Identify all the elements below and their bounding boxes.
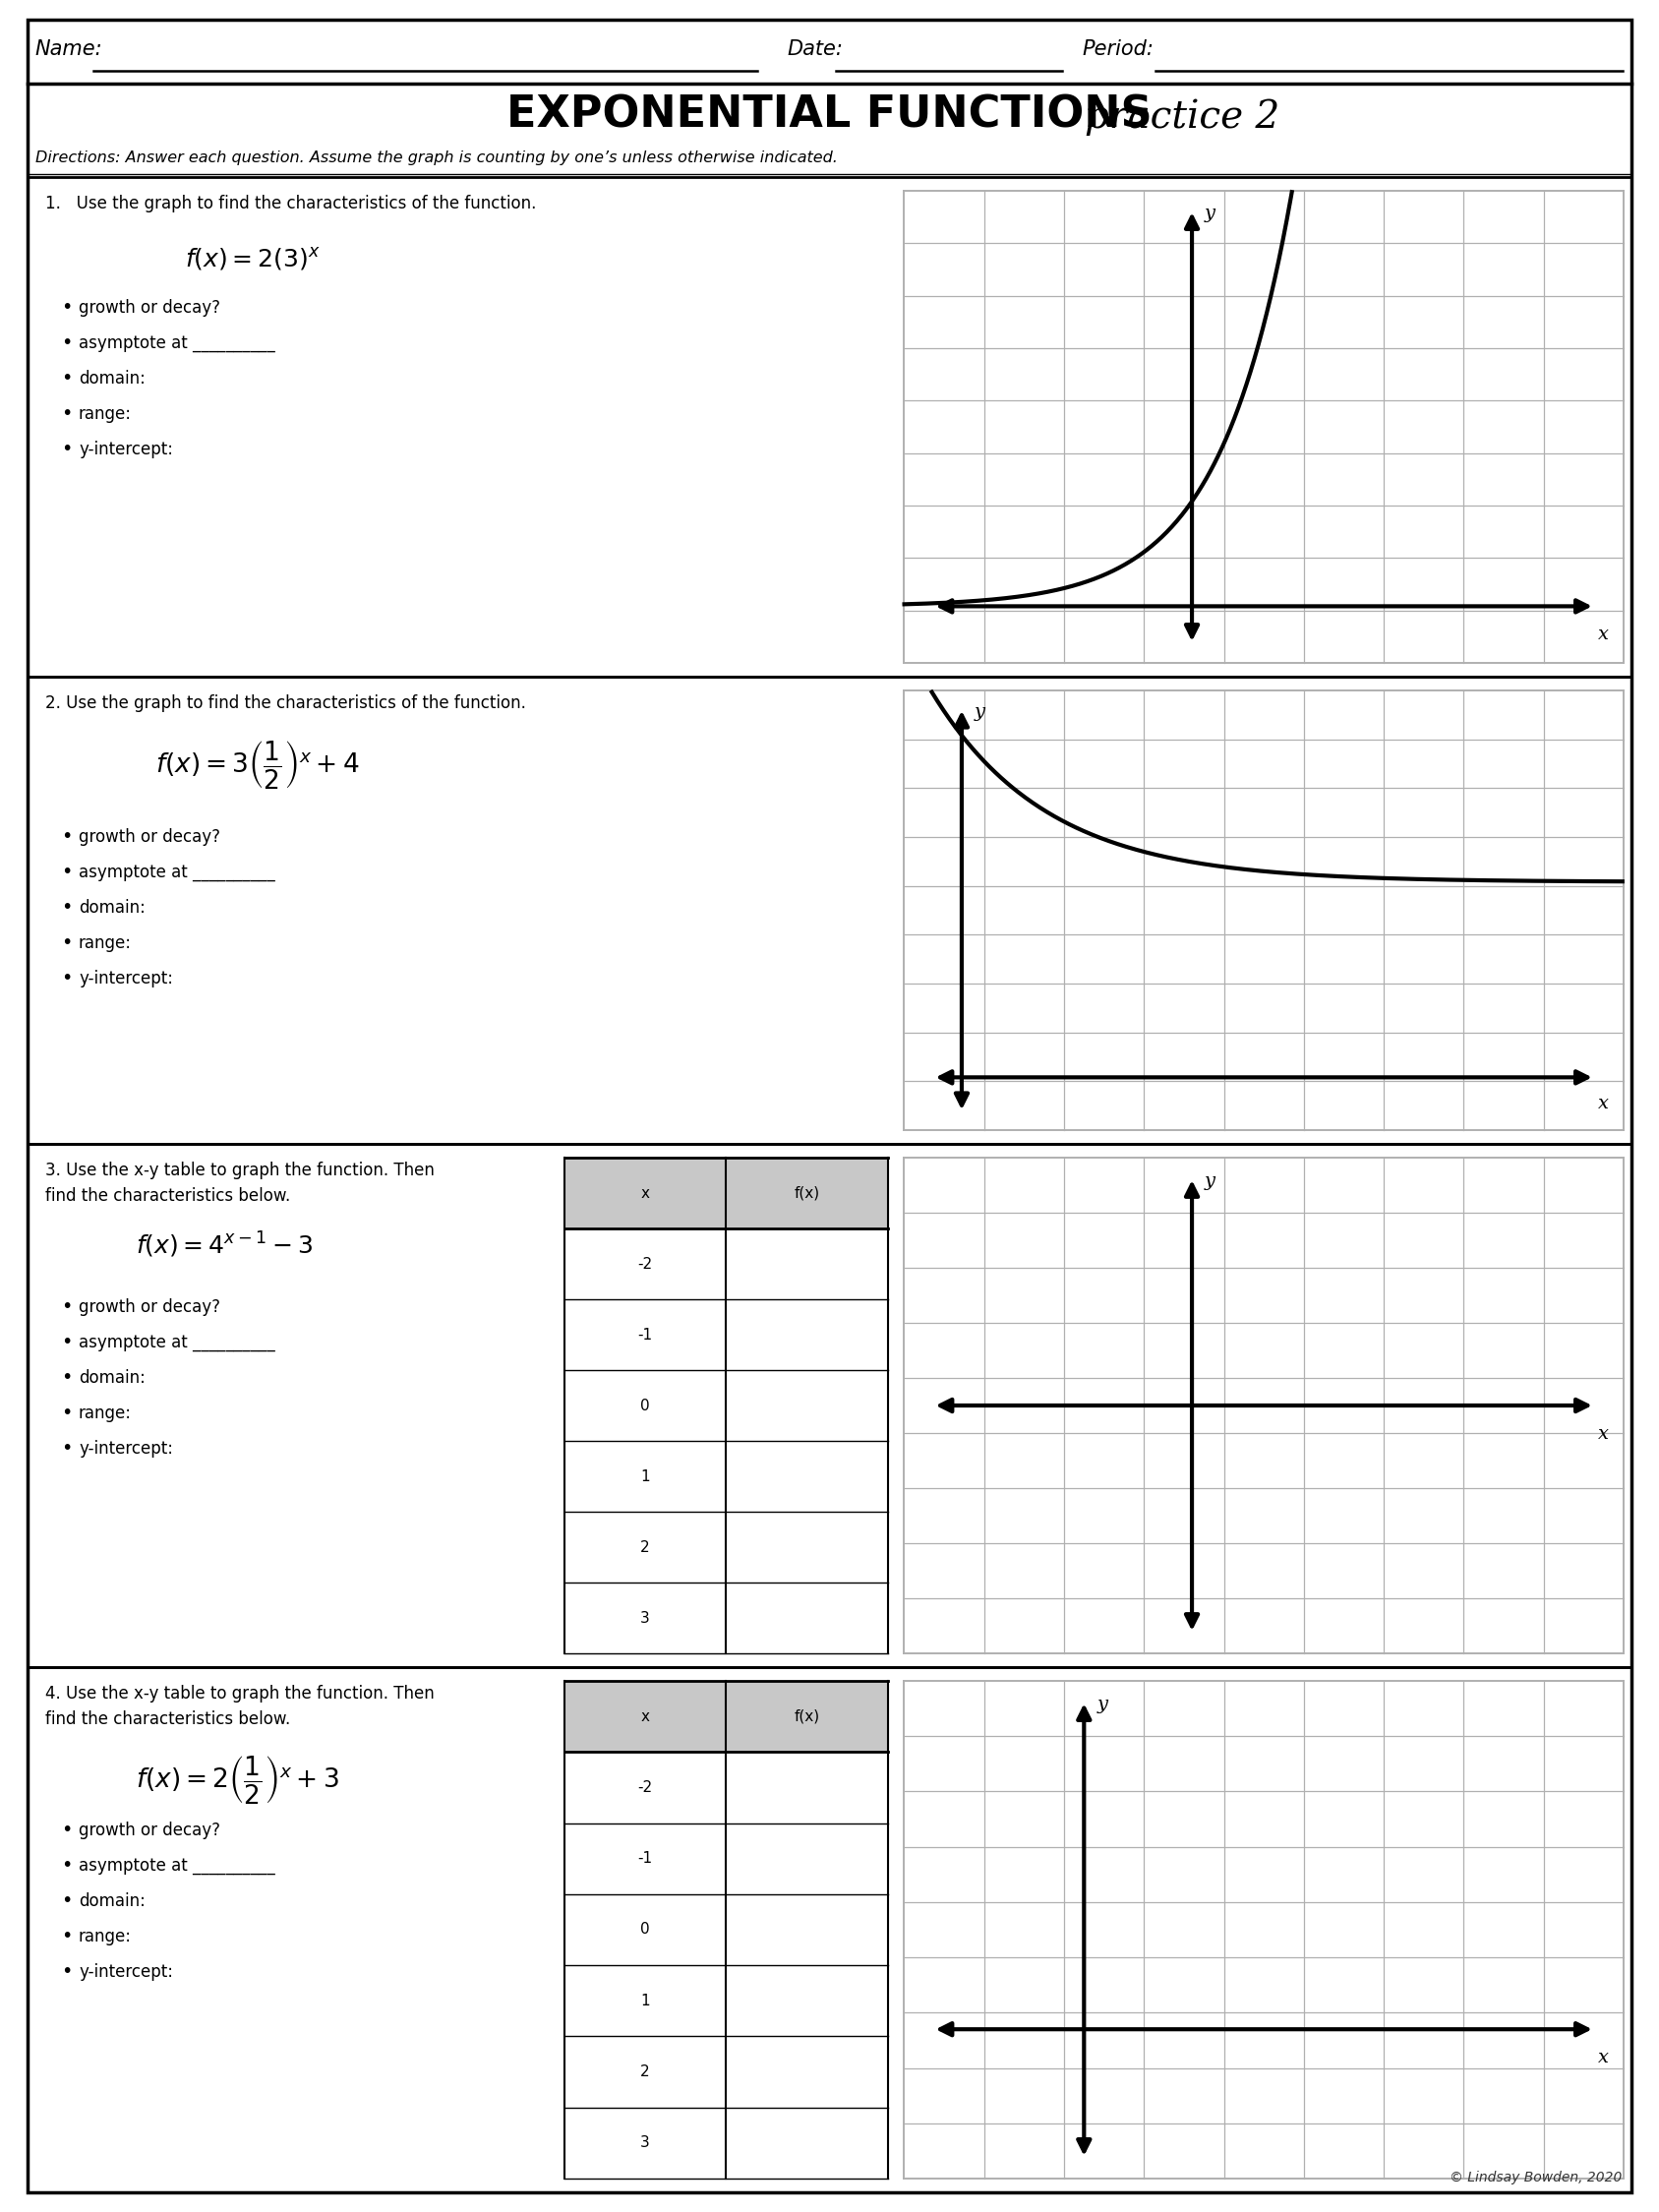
Text: -2: -2 <box>637 1781 652 1794</box>
Text: asymptote at __________: asymptote at __________ <box>78 1334 275 1352</box>
Text: EXPONENTIAL FUNCTIONS: EXPONENTIAL FUNCTIONS <box>506 93 1153 135</box>
Text: asymptote at __________: asymptote at __________ <box>78 863 275 880</box>
Text: x: x <box>1598 2048 1609 2066</box>
Text: •: • <box>61 1369 73 1387</box>
Text: 2: 2 <box>640 2064 650 2079</box>
Text: y-intercept:: y-intercept: <box>78 1440 173 1458</box>
Bar <box>28 1144 1631 1668</box>
Text: •: • <box>61 405 73 422</box>
Text: $f(x) = 4^{x-1} - 3$: $f(x) = 4^{x-1} - 3$ <box>136 1230 314 1261</box>
Text: Period:: Period: <box>1082 40 1153 60</box>
Text: •: • <box>61 1298 73 1316</box>
Text: •: • <box>61 1820 73 1840</box>
Text: 2. Use the graph to find the characteristics of the function.: 2. Use the graph to find the characteris… <box>45 695 526 712</box>
Text: $f(x) = 3\left(\dfrac{1}{2}\right)^{x} + 4$: $f(x) = 3\left(\dfrac{1}{2}\right)^{x} +… <box>156 739 360 790</box>
Text: •: • <box>61 1856 73 1876</box>
Bar <box>28 677 1631 1144</box>
Text: •: • <box>61 1440 73 1458</box>
Text: y: y <box>1097 1697 1108 1714</box>
Text: $f(x) = 2\left(\dfrac{1}{2}\right)^{x} + 3$: $f(x) = 2\left(\dfrac{1}{2}\right)^{x} +… <box>136 1754 338 1805</box>
Text: •: • <box>61 440 73 458</box>
Text: growth or decay?: growth or decay? <box>78 1820 221 1838</box>
Text: •: • <box>61 299 73 316</box>
Text: 3. Use the x-y table to graph the function. Then: 3. Use the x-y table to graph the functi… <box>45 1161 435 1179</box>
Text: range:: range: <box>78 933 131 951</box>
Text: -2: -2 <box>637 1256 652 1272</box>
Text: •: • <box>61 369 73 387</box>
Text: -1: -1 <box>637 1327 652 1343</box>
Text: domain:: domain: <box>78 898 146 916</box>
Text: •: • <box>61 1334 73 1352</box>
Text: growth or decay?: growth or decay? <box>78 1298 221 1316</box>
Bar <box>564 1157 888 1228</box>
Bar <box>564 1681 888 1752</box>
Text: -1: -1 <box>637 1851 652 1867</box>
Text: y: y <box>1204 206 1216 223</box>
Bar <box>28 177 1631 677</box>
Text: range:: range: <box>78 1405 131 1422</box>
Text: x: x <box>1598 1425 1609 1442</box>
Text: •: • <box>61 898 73 918</box>
Text: Directions: Answer each question. Assume the graph is counting by one’s unless o: Directions: Answer each question. Assume… <box>35 150 838 166</box>
Text: growth or decay?: growth or decay? <box>78 827 221 845</box>
Text: 4. Use the x-y table to graph the function. Then: 4. Use the x-y table to graph the functi… <box>45 1686 435 1703</box>
Text: •: • <box>61 1405 73 1422</box>
Text: practice 2: practice 2 <box>1085 100 1281 137</box>
Text: •: • <box>61 1962 73 1982</box>
Text: •: • <box>61 827 73 847</box>
Text: range:: range: <box>78 405 131 422</box>
Text: x: x <box>640 1710 649 1723</box>
Text: 3: 3 <box>640 2135 650 2150</box>
Text: y-intercept:: y-intercept: <box>78 1964 173 1982</box>
Text: 1: 1 <box>640 1993 650 2008</box>
Text: •: • <box>61 969 73 989</box>
Text: asymptote at __________: asymptote at __________ <box>78 1856 275 1874</box>
Text: 0: 0 <box>640 1398 650 1413</box>
Text: x: x <box>1598 1095 1609 1113</box>
Text: y: y <box>1204 1172 1216 1190</box>
Text: 1.   Use the graph to find the characteristics of the function.: 1. Use the graph to find the characteris… <box>45 195 536 212</box>
Text: asymptote at __________: asymptote at __________ <box>78 334 275 352</box>
Text: y: y <box>974 703 985 721</box>
Text: 3: 3 <box>640 1610 650 1626</box>
Text: growth or decay?: growth or decay? <box>78 299 221 316</box>
Text: domain:: domain: <box>78 369 146 387</box>
Text: Date:: Date: <box>786 40 843 60</box>
Text: Name:: Name: <box>35 40 101 60</box>
Text: 2: 2 <box>640 1540 650 1555</box>
Text: x: x <box>640 1186 649 1201</box>
Text: f(x): f(x) <box>795 1186 820 1201</box>
Text: •: • <box>61 933 73 953</box>
Text: y-intercept:: y-intercept: <box>78 969 173 987</box>
Text: domain:: domain: <box>78 1369 146 1387</box>
Text: find the characteristics below.: find the characteristics below. <box>45 1188 290 1206</box>
Text: domain:: domain: <box>78 1891 146 1909</box>
Bar <box>28 1668 1631 2192</box>
Text: find the characteristics below.: find the characteristics below. <box>45 1710 290 1728</box>
Text: 0: 0 <box>640 1922 650 1938</box>
Text: $f(x) = 2(3)^{x}$: $f(x) = 2(3)^{x}$ <box>184 246 320 272</box>
Text: 1: 1 <box>640 1469 650 1484</box>
Text: •: • <box>61 334 73 352</box>
Text: y-intercept:: y-intercept: <box>78 440 173 458</box>
Text: •: • <box>61 1927 73 1947</box>
Text: © Lindsay Bowden, 2020: © Lindsay Bowden, 2020 <box>1450 2170 1621 2185</box>
Text: x: x <box>1598 626 1609 644</box>
Text: f(x): f(x) <box>795 1710 820 1723</box>
Text: •: • <box>61 1891 73 1911</box>
Text: •: • <box>61 863 73 883</box>
Text: range:: range: <box>78 1927 131 1947</box>
